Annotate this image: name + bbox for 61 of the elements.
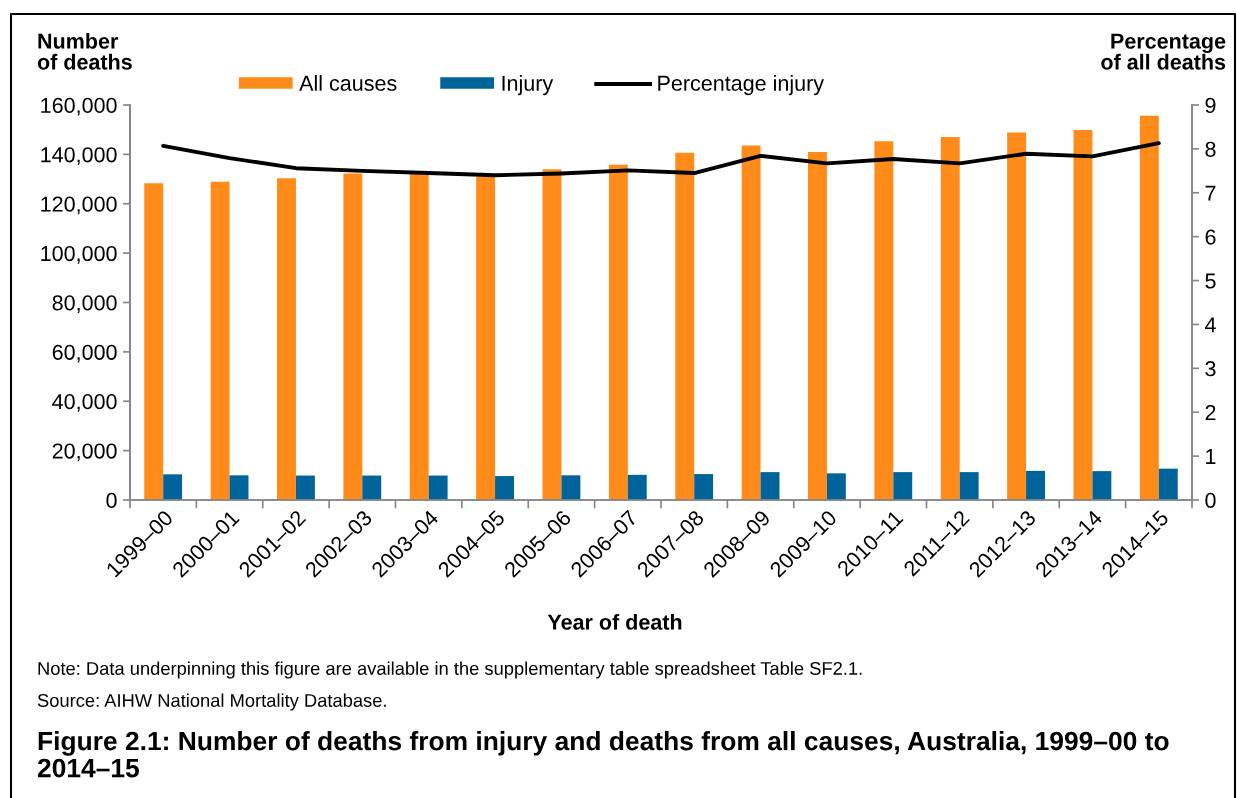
bar	[627, 474, 647, 500]
source-note: Source: AIHW National Mortality Database.	[37, 693, 386, 711]
bar	[343, 173, 363, 500]
y2-axis-title: Percentage of all deaths	[1101, 33, 1226, 70]
legend-label: All causes	[299, 75, 397, 91]
bar	[1007, 132, 1027, 500]
bar	[409, 172, 429, 500]
bar	[476, 176, 496, 500]
bar	[495, 476, 514, 500]
y2-tick-label: 9	[1205, 97, 1216, 114]
y2-tick-label: 6	[1205, 229, 1216, 245]
y-tick-label: 160,000	[41, 97, 117, 116]
bar	[542, 169, 562, 500]
bar	[163, 474, 183, 500]
bar	[675, 152, 695, 500]
y-tick-label: 140,000	[41, 147, 117, 165]
y2-tick-label: 5	[1205, 273, 1216, 289]
y2-tick-label: 4	[1204, 317, 1216, 333]
bar	[144, 183, 164, 500]
bar	[362, 475, 382, 500]
bar	[826, 473, 846, 500]
y-tick-label: 20,000	[52, 443, 117, 462]
bar	[808, 151, 827, 500]
bar	[608, 164, 628, 500]
y2-tick-label: 3	[1205, 361, 1216, 377]
y-tick-label: 40,000	[52, 394, 117, 412]
bar	[741, 145, 761, 500]
y2-tick-label: 2	[1205, 404, 1216, 421]
y-tick-label: 0	[106, 492, 117, 509]
bar	[1073, 129, 1093, 500]
bar	[959, 472, 979, 500]
bar	[760, 472, 780, 500]
bar	[428, 475, 448, 500]
bar	[1139, 115, 1159, 500]
bar	[210, 181, 230, 500]
y2-tick-label: 8	[1205, 141, 1216, 157]
y2-tick-label: 7	[1205, 185, 1216, 201]
bar	[277, 178, 296, 500]
text: Note: Data underpinning this figure are available in the supplementary table spreadsheet Table SF2.1.	[38, 661, 862, 679]
y-axis-title: Number of deaths	[37, 33, 132, 70]
bar	[874, 141, 894, 500]
bar	[295, 475, 315, 500]
legend-label: Injury	[502, 75, 554, 96]
y-tick-label: 120,000	[41, 196, 117, 215]
bar	[561, 475, 581, 500]
text: Figure 2.1: Number of deaths from injury and deaths from all causes, Australia, 1999–00 to 2014–15	[37, 731, 1169, 778]
bar	[1092, 471, 1112, 500]
y2-tick-label: 0	[1205, 492, 1216, 509]
bar	[229, 475, 249, 500]
x-axis-title: Year of death	[547, 613, 682, 630]
line-series	[161, 141, 1161, 178]
y-tick-label: 100,000	[41, 245, 117, 264]
y-tick-label: 80,000	[52, 295, 117, 314]
bar	[1026, 470, 1045, 500]
legend-label: Percentage injury	[658, 75, 825, 96]
bar	[893, 472, 913, 500]
bar	[940, 137, 960, 500]
y2-tick-label: 1	[1206, 449, 1216, 464]
bar	[1158, 468, 1178, 500]
y-tick-label: 60,000	[52, 344, 117, 363]
bar	[694, 474, 714, 500]
